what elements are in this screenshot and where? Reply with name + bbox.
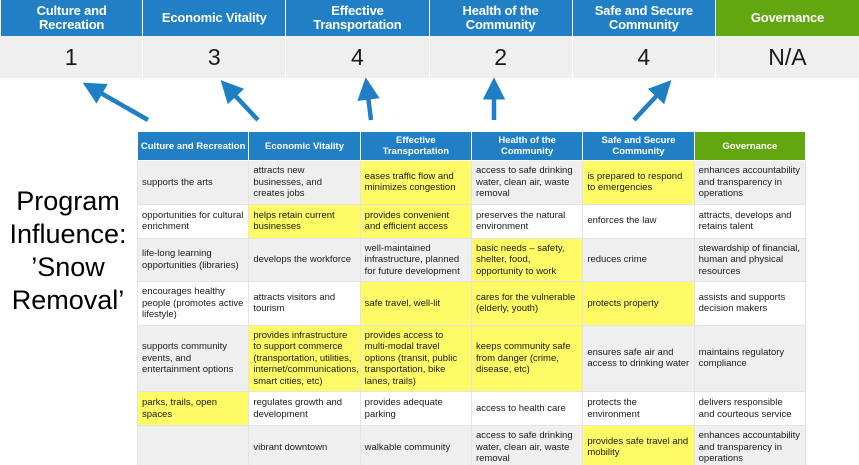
matrix-cell: safe travel, well-lit xyxy=(359,281,472,326)
matrix-header: Culture and Recreation Economic Vitality E… xyxy=(136,131,807,161)
matrix-cell: access to safe drinking water, clean air… xyxy=(470,425,584,465)
blue-arrow-5 xyxy=(632,80,672,122)
matrix-cell: supports the arts xyxy=(136,160,250,205)
matrix-cell: regulates growth and development xyxy=(248,391,361,426)
matrix-cell: attracts new businesses, and creates job… xyxy=(248,160,361,205)
scorecard-column-value: 2 xyxy=(429,36,573,78)
program-influence-label-line3: ’Snow xyxy=(31,252,105,282)
program-influence-label-line4: Removal’ xyxy=(11,285,125,315)
scorecard-summary-bar: Culture and Recreation 1 Economic Vitality… xyxy=(0,0,859,78)
scorecard-column-label: Effective Transportation xyxy=(286,0,430,36)
matrix-column-header-1: Economic Vitality xyxy=(248,131,361,161)
program-influence-label-line1: Program xyxy=(16,186,120,216)
scorecard-column-label: Culture and Recreation xyxy=(0,0,144,36)
table-row: supports the arts attracts new businesses… xyxy=(136,160,807,205)
matrix-cell: reduces crime xyxy=(582,237,695,282)
matrix-cell: basic needs – safety, shelter, food, opp… xyxy=(470,237,584,282)
table-row: encourages healthy people (promotes acti… xyxy=(136,281,807,326)
matrix-column-header-3: Health of the Community xyxy=(470,131,584,161)
blue-arrow-2 xyxy=(220,80,260,122)
arrow-group xyxy=(82,77,672,122)
matrix-cell: enforces the law xyxy=(582,203,695,239)
scorecard-column-1: Economic Vitality 3 xyxy=(143,0,287,78)
program-influence-label: Program Influence: ’Snow Removal’ xyxy=(2,185,134,317)
matrix-cell: protects property xyxy=(582,281,695,326)
scorecard-column-value: N/A xyxy=(715,36,859,78)
matrix-cell: ensures safe air and access to drinking … xyxy=(582,324,695,392)
matrix-body: supports the arts attracts new businesses… xyxy=(136,160,807,465)
matrix-cell: cares for the vulnerable (elderly, youth… xyxy=(470,281,584,326)
program-influence-label-line2: Influence: xyxy=(9,219,127,249)
matrix-cell: enhances accountability and transparency… xyxy=(693,425,807,465)
matrix-cell: stewardship of financial, human and phys… xyxy=(693,237,807,282)
matrix-cell: delivers responsible and courteous servi… xyxy=(693,391,807,426)
matrix-cell: attracts visitors and tourism xyxy=(248,281,361,326)
table-row: parks, trails, open spaces regulates grow… xyxy=(136,391,807,426)
table-row: life-long learning opportunities (librar… xyxy=(136,237,807,282)
matrix-cell: develops the workforce xyxy=(248,237,361,282)
matrix-cell: supports community events, and entertain… xyxy=(136,324,250,392)
matrix-cell: encourages healthy people (promotes acti… xyxy=(136,281,250,326)
matrix-cell: protects the environment xyxy=(582,391,695,426)
scorecard-column-value: 4 xyxy=(572,36,716,78)
scorecard-column-4: Safe and Secure Community 4 xyxy=(572,0,716,78)
matrix-cell: eases traffic flow and minimizes congest… xyxy=(359,160,472,205)
matrix-cell: provides adequate parking xyxy=(359,391,472,426)
scorecard-column-label: Safe and Secure Community xyxy=(572,0,716,36)
matrix-cell: parks, trails, open spaces xyxy=(136,391,250,426)
matrix-cell: maintains regulatory compliance xyxy=(693,324,807,392)
matrix-cell: provides infrastructure to support comme… xyxy=(248,324,361,392)
scorecard-column-label: Economic Vitality xyxy=(143,0,287,36)
matrix-cell: walkable community xyxy=(359,425,472,465)
matrix-cell: enhances accountability and transparency… xyxy=(693,160,807,205)
outcomes-matrix-table: Culture and Recreation Economic Vitality E… xyxy=(136,131,807,465)
matrix-cell: well-maintained infrastructure, planned … xyxy=(359,237,472,282)
scorecard-column-3: Health of the Community 2 xyxy=(429,0,573,78)
matrix-column-header-0: Culture and Recreation xyxy=(136,131,250,161)
matrix-cell: helps retain current businesses xyxy=(248,203,361,239)
matrix-header-row: Culture and Recreation Economic Vitality E… xyxy=(136,131,807,161)
scorecard-column-label: Governance xyxy=(715,0,859,36)
matrix-cell: provides safe travel and mobility xyxy=(582,425,695,465)
matrix-column-header-4: Safe and Secure Community xyxy=(582,131,695,161)
matrix-cell: keeps community safe from danger (crime,… xyxy=(470,324,584,392)
table-row: vibrant downtown walkable community access… xyxy=(136,425,807,465)
matrix-cell: attracts, develops and retains talent xyxy=(693,203,807,239)
matrix-cell: opportunities for cultural enrichment xyxy=(136,203,250,239)
scorecard-column-5: Governance N/A xyxy=(715,0,859,78)
blue-arrow-3 xyxy=(357,77,380,121)
scorecard-column-2: Effective Transportation 4 xyxy=(286,0,430,78)
matrix-cell: access to safe drinking water, clean air… xyxy=(470,160,584,205)
scorecard-column-value: 1 xyxy=(0,36,144,78)
table-row: opportunities for cultural enrichment hel… xyxy=(136,203,807,239)
matrix-cell: is prepared to respond to emergencies xyxy=(582,160,695,205)
matrix-cell: life-long learning opportunities (librar… xyxy=(136,237,250,282)
table-row: supports community events, and entertain… xyxy=(136,324,807,392)
matrix-cell: provides convenient and efficient access xyxy=(359,203,472,239)
matrix-column-header-5: Governance xyxy=(693,131,807,161)
scorecard-column-value: 3 xyxy=(143,36,287,78)
scorecard-column-value: 4 xyxy=(286,36,430,78)
matrix-column-header-2: Effective Transportation xyxy=(359,131,472,161)
matrix-cell: preserves the natural environment xyxy=(470,203,584,239)
matrix-cell xyxy=(136,425,250,465)
scorecard-column-label: Health of the Community xyxy=(429,0,573,36)
matrix-cell: provides access to multi-modal travel op… xyxy=(359,324,472,392)
matrix-cell: assists and supports decision makers xyxy=(693,281,807,326)
scorecard-column-0: Culture and Recreation 1 xyxy=(0,0,144,78)
matrix-cell: vibrant downtown xyxy=(248,425,361,465)
blue-arrow-1 xyxy=(82,82,150,122)
matrix-cell: access to health care xyxy=(470,391,584,426)
